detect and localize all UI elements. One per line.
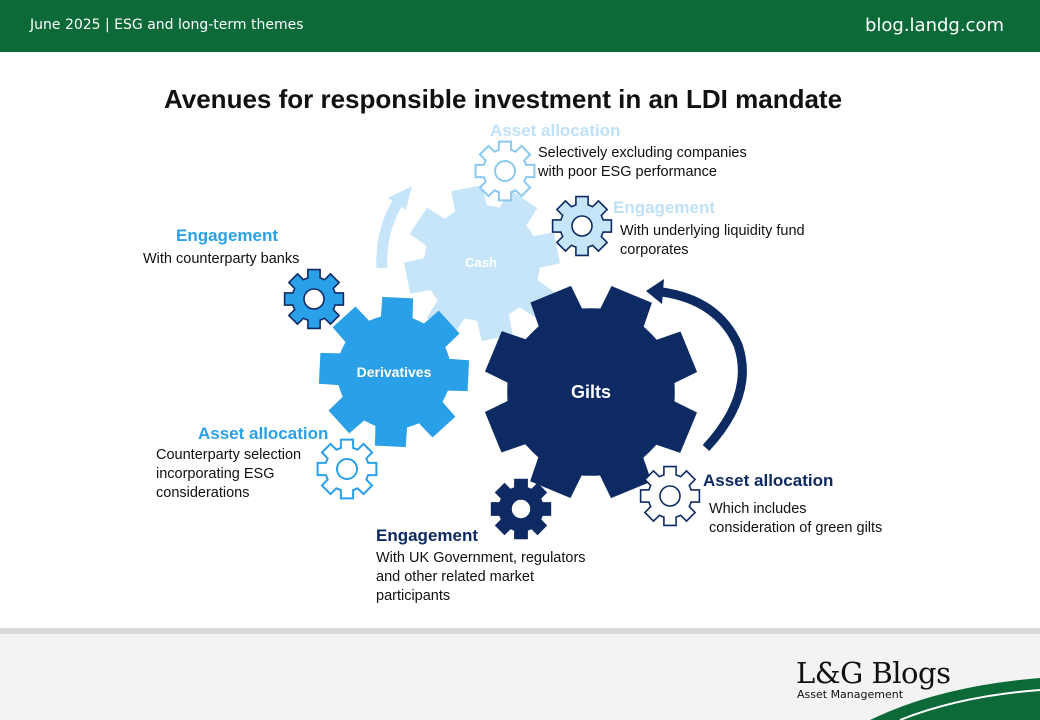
gilts-engagement-gear-icon [490,478,552,540]
gilts-asset-allocation-heading: Asset allocation [703,471,834,490]
cash-cycle-arrowhead [388,186,412,210]
derivatives-gear-label: Derivatives [356,364,432,380]
gilts-engagement-line-2: and other related market [376,569,534,585]
cash-asset-allocation-heading: Asset allocation [490,121,621,140]
gilts-engagement-line-1: With UK Government, regulators [376,550,586,566]
cash-engagement-gear-icon [551,195,613,257]
gilts-cycle-arrowhead [646,279,664,304]
derivatives-engagement-heading: Engagement [176,226,279,245]
brand-subtitle: Asset Management [797,688,904,701]
brand-logo-text: L&G Blogs [796,656,951,690]
derivatives-engagement-gear-icon [283,268,345,330]
gilts-engagement-line-3: participants [376,588,451,604]
gilts-asset-allocation-line-2: consideration of green gilts [709,520,883,536]
cash-asset-allocation-gear-icon [474,140,536,202]
derivatives-asset-allocation-heading: Asset allocation [198,424,329,443]
cash-engagement-line-2: corporates [620,242,689,258]
cash-asset-allocation-line-2: with poor ESG performance [538,164,717,180]
page-title: Avenues for responsible investment in an… [163,84,843,114]
derivatives-engagement-line-1: With counterparty banks [143,251,300,267]
footer-swoosh [870,678,1040,720]
derivatives-asset-allocation-line-2: incorporating ESG [156,466,275,482]
cash-gear [404,185,560,341]
derivatives-asset-allocation-gear-icon [316,438,378,500]
cash-engagement-heading: Engagement [613,198,716,217]
top-banner: June 2025 | ESG and long-term themes blo… [0,0,1040,52]
gilts-asset-allocation-line-1: Which includes [709,501,807,517]
cash-asset-allocation-line-1: Selectively excluding companies [538,145,747,161]
cash-engagement-line-1: With underlying liquidity fund [620,223,805,239]
banner-date-topic: June 2025 | ESG and long-term themes [30,17,304,33]
footer-divider [0,628,1040,634]
gilts-cycle-arrow [661,287,747,452]
cash-gear-label: Cash [465,255,497,270]
derivatives-gear [318,296,470,448]
gilts-asset-allocation-gear-icon [639,465,701,527]
cash-cycle-arrow [376,199,403,269]
derivatives-asset-allocation-line-1: Counterparty selection [156,447,302,463]
derivatives-asset-allocation-line-3: considerations [156,485,250,501]
banner-site-link[interactable]: blog.landg.com [864,15,1004,36]
gilts-gear [484,285,698,499]
footer: L&G Blogs Asset Management [0,634,1040,720]
gilts-engagement-heading: Engagement [376,526,479,545]
gilts-gear-label: Gilts [570,382,611,402]
